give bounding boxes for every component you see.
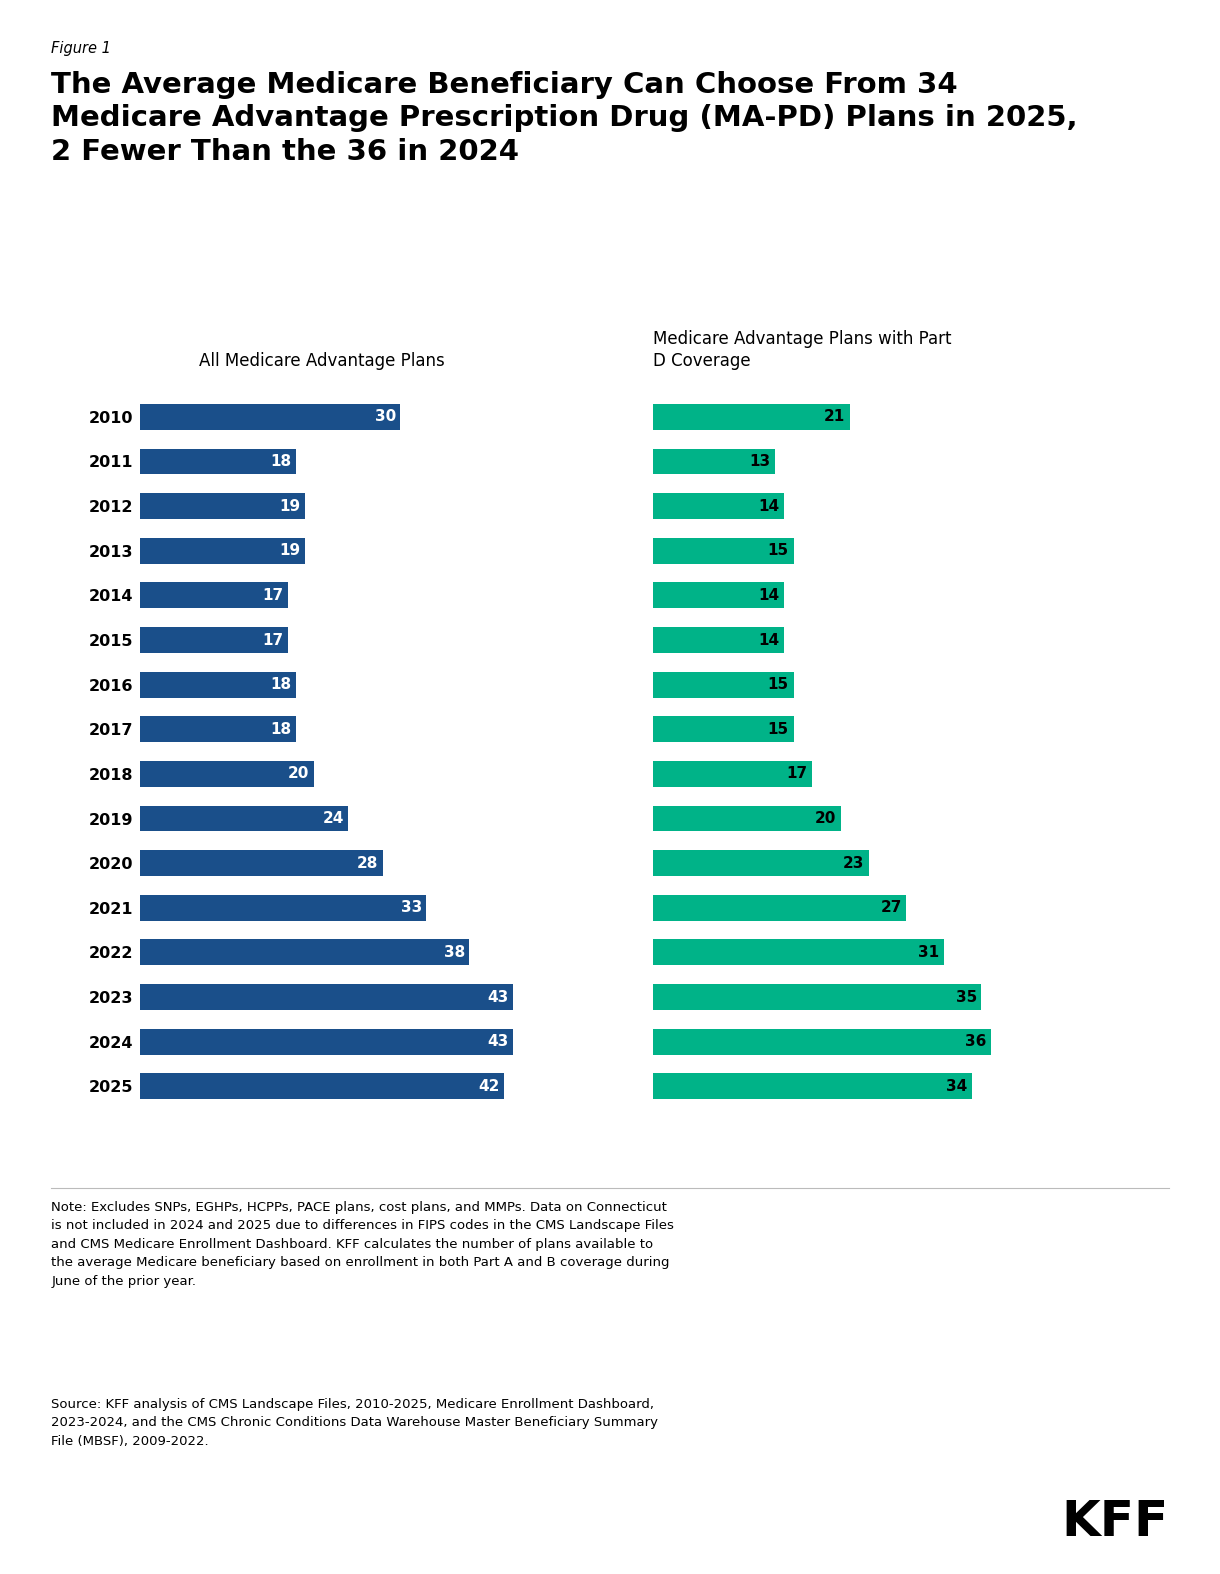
Text: 38: 38	[444, 944, 465, 960]
Bar	[653, 984, 982, 1011]
Bar	[140, 984, 512, 1011]
Text: 17: 17	[262, 633, 283, 647]
Bar	[140, 672, 296, 697]
Bar	[653, 806, 841, 831]
Bar	[653, 538, 794, 563]
Text: 19: 19	[279, 543, 300, 559]
Bar	[653, 493, 784, 519]
Text: 15: 15	[767, 543, 789, 559]
Bar	[653, 716, 794, 743]
Bar	[653, 1073, 972, 1099]
Text: 15: 15	[767, 722, 789, 737]
Bar	[140, 850, 383, 877]
Bar	[653, 896, 906, 921]
Text: 27: 27	[881, 900, 902, 916]
Bar	[140, 940, 470, 965]
Text: KFF: KFF	[1061, 1498, 1169, 1546]
Bar	[653, 449, 775, 474]
Text: 43: 43	[487, 1034, 509, 1050]
Text: 14: 14	[759, 499, 780, 513]
Text: Medicare Advantage Plans with Part
D Coverage: Medicare Advantage Plans with Part D Cov…	[653, 329, 952, 370]
Bar	[140, 405, 400, 430]
Bar	[653, 582, 784, 608]
Text: 14: 14	[759, 633, 780, 647]
Text: 30: 30	[375, 409, 395, 425]
Bar	[140, 493, 305, 519]
Text: 18: 18	[271, 677, 292, 693]
Text: Figure 1: Figure 1	[51, 41, 111, 57]
Bar	[140, 582, 288, 608]
Text: 31: 31	[919, 944, 939, 960]
Text: 24: 24	[322, 811, 344, 826]
Text: 34: 34	[947, 1078, 967, 1094]
Text: 15: 15	[767, 677, 789, 693]
Text: 17: 17	[787, 767, 808, 781]
Bar	[653, 672, 794, 697]
Bar	[140, 449, 296, 474]
Bar	[140, 1073, 504, 1099]
Text: Note: Excludes SNPs, EGHPs, HCPPs, PACE plans, cost plans, and MMPs. Data on Con: Note: Excludes SNPs, EGHPs, HCPPs, PACE …	[51, 1201, 675, 1288]
Text: 14: 14	[759, 587, 780, 603]
Text: 13: 13	[749, 453, 770, 469]
Text: 18: 18	[271, 453, 292, 469]
Text: 18: 18	[271, 722, 292, 737]
Bar	[140, 896, 426, 921]
Bar	[653, 1029, 991, 1055]
Bar	[653, 760, 813, 787]
Text: 17: 17	[262, 587, 283, 603]
Bar	[140, 1029, 512, 1055]
Bar	[140, 538, 305, 563]
Bar	[653, 626, 784, 653]
Bar	[140, 716, 296, 743]
Text: The Average Medicare Beneficiary Can Choose From 34
Medicare Advantage Prescript: The Average Medicare Beneficiary Can Cho…	[51, 71, 1077, 165]
Text: 28: 28	[357, 856, 378, 870]
Bar	[653, 940, 944, 965]
Bar	[140, 626, 288, 653]
Text: All Medicare Advantage Plans: All Medicare Advantage Plans	[199, 353, 445, 370]
Text: Source: KFF analysis of CMS Landscape Files, 2010-2025, Medicare Enrollment Dash: Source: KFF analysis of CMS Landscape Fi…	[51, 1398, 659, 1448]
Bar	[653, 850, 869, 877]
Bar	[140, 760, 314, 787]
Bar	[653, 405, 850, 430]
Text: 36: 36	[965, 1034, 986, 1050]
Text: 20: 20	[288, 767, 309, 781]
Text: 21: 21	[824, 409, 845, 425]
Text: 19: 19	[279, 499, 300, 513]
Text: 42: 42	[478, 1078, 500, 1094]
Text: 20: 20	[815, 811, 836, 826]
Text: 43: 43	[487, 990, 509, 1004]
Text: 23: 23	[843, 856, 864, 870]
Bar	[140, 806, 348, 831]
Text: 33: 33	[400, 900, 422, 916]
Text: 35: 35	[955, 990, 977, 1004]
